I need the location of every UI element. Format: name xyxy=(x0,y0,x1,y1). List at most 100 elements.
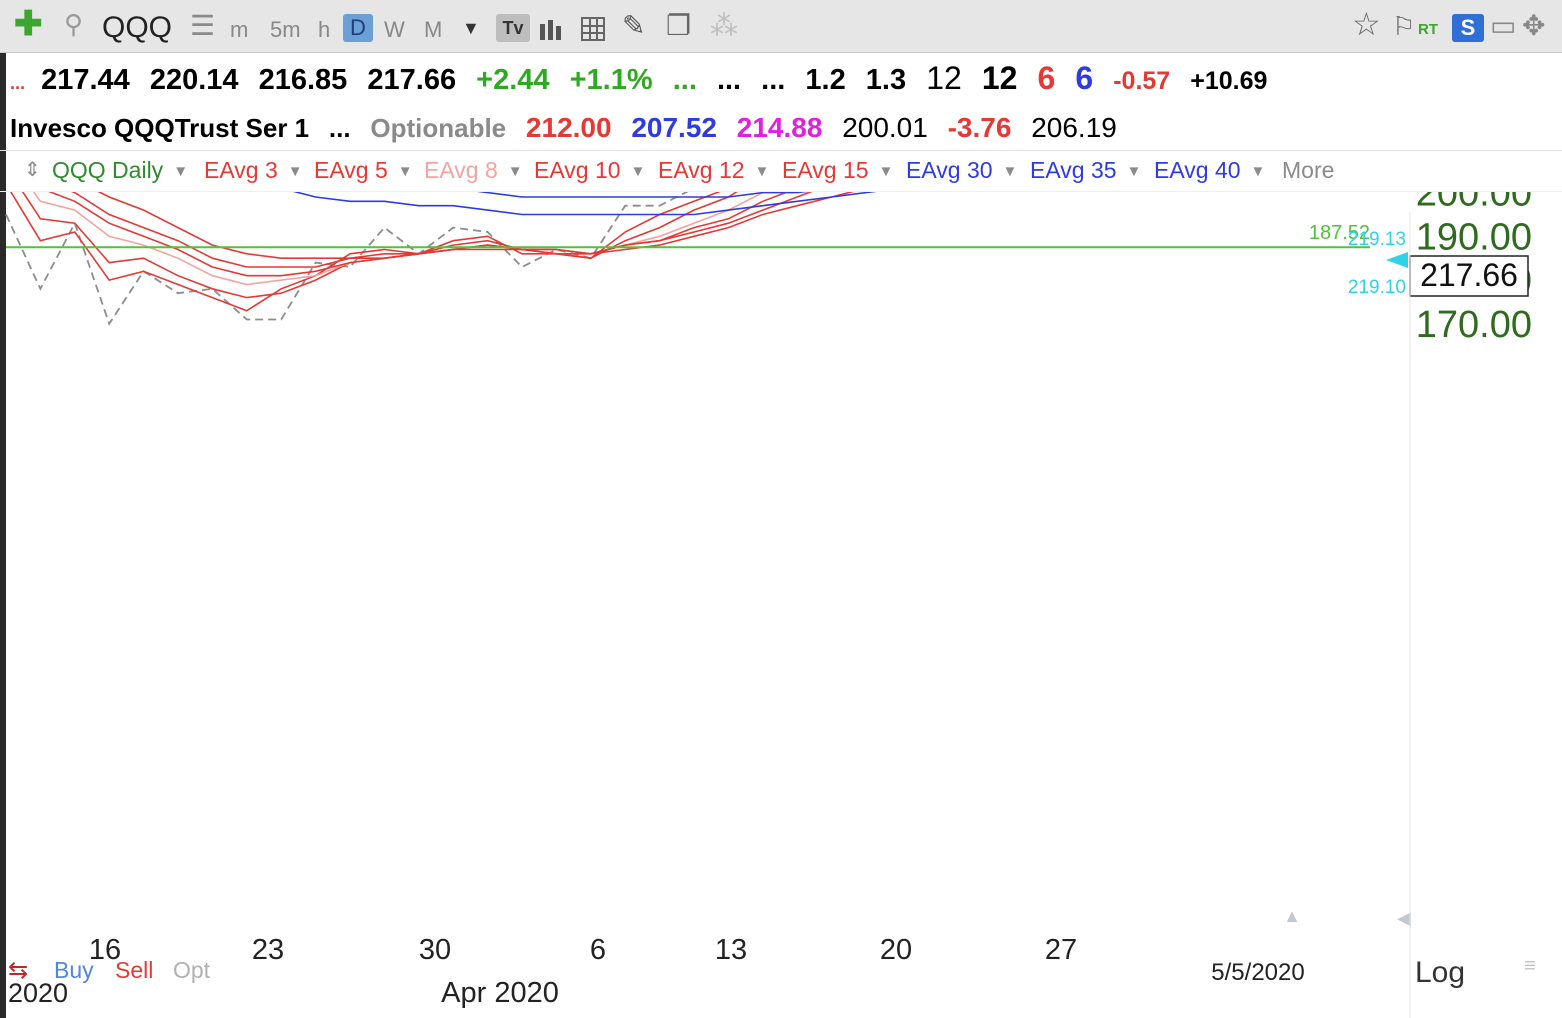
interval-h[interactable]: h xyxy=(318,17,331,42)
grid-icon[interactable] xyxy=(580,14,610,44)
stat-3: 12 xyxy=(926,60,962,96)
symbol-input[interactable]: QQQ xyxy=(102,11,173,44)
stat-8: +10.69 xyxy=(1190,67,1268,95)
list-icon[interactable]: ☰ xyxy=(190,10,216,41)
marker-high-label: 219.13 xyxy=(1348,229,1406,250)
toolbar: ✚ ⚲ QQQ ☰ m 5m h D W M ▼ Tv ✎ ❐ ⁂ ☆ ⚐ RT… xyxy=(0,0,1562,53)
stat-2: 1.3 xyxy=(865,64,907,96)
legend-dropdown-icon[interactable]: ▼ xyxy=(1002,163,1018,180)
flag-icon[interactable]: ⚐ xyxy=(1392,11,1416,41)
interval-m-monthly[interactable]: M xyxy=(424,17,443,42)
marker-arrow-icon xyxy=(1386,252,1408,268)
legend-label: EAvg 30 xyxy=(906,157,993,183)
log-scale-toggle[interactable]: Log xyxy=(1415,956,1465,989)
series-layer xyxy=(5,192,877,326)
legend-label: EAvg 15 xyxy=(782,157,869,183)
current-price-box xyxy=(1409,255,1529,297)
legend-item-eavg-8[interactable]: EAvg 8 ▼ xyxy=(424,151,523,191)
legend-dropdown-icon[interactable]: ▼ xyxy=(287,163,303,180)
legend-item-eavg-12[interactable]: EAvg 12 ▼ xyxy=(658,151,769,191)
legend-item-eavg-15[interactable]: EAvg 15 ▼ xyxy=(782,151,893,191)
x-axis-year-label: 2020 xyxy=(8,978,68,1008)
name-dots: ... xyxy=(328,113,351,143)
dropdown-icon[interactable]: ▼ xyxy=(462,18,480,38)
stat-5: 6 xyxy=(1037,60,1056,96)
compare-icon[interactable]: ❐ xyxy=(666,10,692,41)
horizontal-line-label: 187.52 xyxy=(1309,222,1370,244)
buy-button[interactable]: Buy xyxy=(54,957,94,983)
x-tick-label: 16 xyxy=(89,934,121,966)
legend-item-eavg-30[interactable]: EAvg 30 ▼ xyxy=(906,151,1017,191)
stat-4: 12 xyxy=(981,60,1018,96)
dots-1: ... xyxy=(672,64,697,96)
series-line-eavg-3 xyxy=(10,192,721,312)
legend-item-eavg-5[interactable]: EAvg 5 ▼ xyxy=(314,151,413,191)
candles-icon[interactable] xyxy=(538,16,566,42)
x-tick-label: 20 xyxy=(880,934,912,966)
price-1: 212.00 xyxy=(525,112,612,143)
legend-dropdown-icon[interactable]: ▼ xyxy=(173,163,189,180)
interval-m[interactable]: m xyxy=(230,17,249,42)
tv-button[interactable]: Tv xyxy=(496,14,530,42)
opt-button[interactable]: Opt xyxy=(173,957,211,983)
move-icon[interactable]: ✥ xyxy=(1522,10,1546,41)
interval-d[interactable]: D xyxy=(343,14,373,42)
y-tick-label: 190.00 xyxy=(1416,216,1532,258)
legend-arrows-icon[interactable]: ⇕ xyxy=(24,159,41,181)
last-date-label: 5/5/2020 xyxy=(1211,959,1304,986)
window-icon[interactable]: ▭ xyxy=(1490,10,1517,41)
pen-icon[interactable]: ✎ xyxy=(622,10,646,41)
scroll-left-icon[interactable]: ◀ xyxy=(1397,908,1411,928)
x-tick-label: 13 xyxy=(715,934,747,966)
x-axis-month-label: Apr 2020 xyxy=(441,977,559,1009)
legend-label: EAvg 8 xyxy=(424,157,498,183)
series-line-eavg-12 xyxy=(70,192,813,268)
pin-icon[interactable]: ⚲ xyxy=(64,9,84,39)
interval-w[interactable]: W xyxy=(384,17,405,42)
x-tick-label: 6 xyxy=(590,934,606,966)
y-tick-label: 170.00 xyxy=(1416,304,1532,346)
price-5: -3.76 xyxy=(947,112,1012,143)
add-icon[interactable]: ✚ xyxy=(14,5,43,43)
legend-dropdown-icon[interactable]: ▼ xyxy=(630,163,646,180)
legend-dropdown-icon[interactable]: ▼ xyxy=(754,163,770,180)
scroll-up-icon[interactable]: ▲ xyxy=(1283,906,1301,926)
window-left-border xyxy=(0,0,6,1018)
series-line-eavg-30 xyxy=(292,192,877,216)
series-line-eavg-15 xyxy=(97,192,855,259)
interval-5m[interactable]: 5m xyxy=(270,17,301,42)
price-2: 207.52 xyxy=(631,112,717,143)
stat-1: 1.2 xyxy=(805,64,846,96)
legend-item-eavg-40[interactable]: EAvg 40 ▼ xyxy=(1154,151,1265,191)
legend-label: EAvg 5 xyxy=(314,157,388,183)
high-value: 220.14 xyxy=(149,64,239,96)
legend-dropdown-icon[interactable]: ▼ xyxy=(507,163,523,180)
close-value: 217.66 xyxy=(367,64,457,96)
legend-dropdown-icon[interactable]: ▼ xyxy=(397,163,413,180)
s-button[interactable]: S xyxy=(1452,14,1484,42)
buy-sell-icon: ⇆ xyxy=(8,957,28,984)
legend-label: EAvg 40 xyxy=(1154,157,1241,183)
legend-dropdown-icon[interactable]: ▼ xyxy=(1250,163,1266,180)
sell-button[interactable]: Sell xyxy=(115,957,153,983)
low-value: 216.85 xyxy=(258,64,348,96)
share-icon[interactable]: ⁂ xyxy=(710,10,738,41)
rt-indicator: RT xyxy=(1418,21,1438,38)
legend-item-eavg-35[interactable]: EAvg 35 ▼ xyxy=(1030,151,1141,191)
legend-dropdown-icon[interactable]: ▼ xyxy=(878,163,894,180)
legend-item-eavg-3[interactable]: EAvg 3 ▼ xyxy=(204,151,303,191)
legend-more-button[interactable]: More xyxy=(1282,157,1335,183)
legend-item-qqq-daily[interactable]: QQQ Daily ▼ xyxy=(52,151,188,191)
settings-lines-icon[interactable]: ≡ xyxy=(1524,955,1536,977)
legend-label: EAvg 12 xyxy=(658,157,745,183)
legend-label: EAvg 35 xyxy=(1030,157,1117,183)
marker-low-label: 219.10 xyxy=(1348,277,1406,298)
legend-label: EAvg 3 xyxy=(204,157,278,183)
legend-dropdown-icon[interactable]: ▼ xyxy=(1126,163,1142,180)
dots-2: ... xyxy=(716,64,742,96)
legend-item-eavg-10[interactable]: EAvg 10 ▼ xyxy=(534,151,645,191)
star-icon[interactable]: ☆ xyxy=(1352,6,1381,42)
optionable-label: Optionable xyxy=(370,113,507,143)
x-tick-label: 27 xyxy=(1045,934,1077,966)
